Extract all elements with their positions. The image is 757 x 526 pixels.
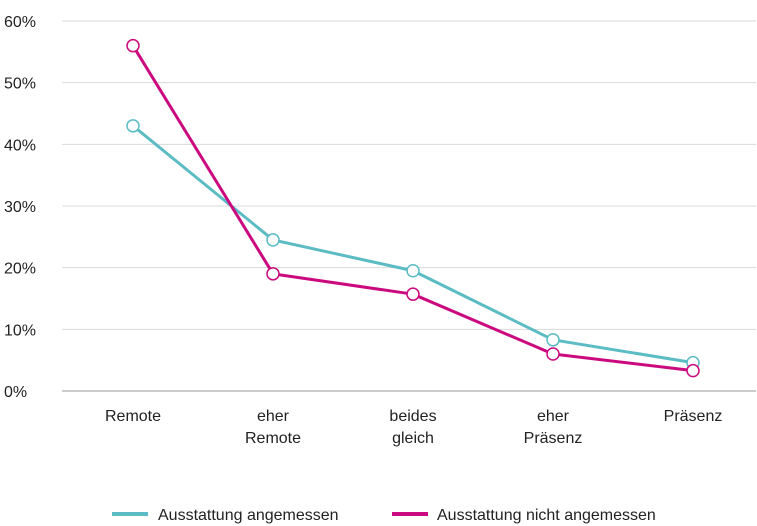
y-tick-label: 0% <box>4 384 27 401</box>
y-tick-label: 60% <box>4 14 36 31</box>
data-point <box>266 267 280 281</box>
data-point <box>406 264 420 278</box>
x-tick-label: eher Präsenz <box>524 408 583 447</box>
x-tick-label: eher Remote <box>245 408 301 447</box>
y-tick-label: 10% <box>4 322 36 339</box>
y-axis-ticks: 0% 10% 20% 30% 40% 50% 60% <box>4 14 36 401</box>
x-tick-label: Remote <box>105 408 161 425</box>
legend: Ausstattung angemessen Ausstattung nicht … <box>112 507 656 524</box>
data-point <box>406 287 420 301</box>
y-tick-label: 40% <box>4 137 36 154</box>
y-tick-label: 30% <box>4 199 36 216</box>
data-point <box>546 333 560 347</box>
series-line <box>132 124 694 365</box>
y-tick-label: 20% <box>4 261 36 278</box>
grid-layer <box>62 20 756 392</box>
x-tick-label: Präsenz <box>664 408 723 425</box>
legend-label: Ausstattung nicht angemessen <box>437 507 656 524</box>
data-point <box>126 119 140 133</box>
y-tick-label: 50% <box>4 76 36 93</box>
legend-label: Ausstattung angemessen <box>158 507 339 524</box>
data-point <box>266 233 280 247</box>
data-point <box>546 347 560 361</box>
data-point <box>126 38 140 53</box>
series-line <box>131 44 694 373</box>
series-layer <box>126 38 700 378</box>
data-point <box>686 363 700 378</box>
x-tick-label: beides gleich <box>389 408 436 447</box>
x-axis-ticks: Remote eher Remote beides gleich eher Präsenz P… <box>105 408 722 447</box>
